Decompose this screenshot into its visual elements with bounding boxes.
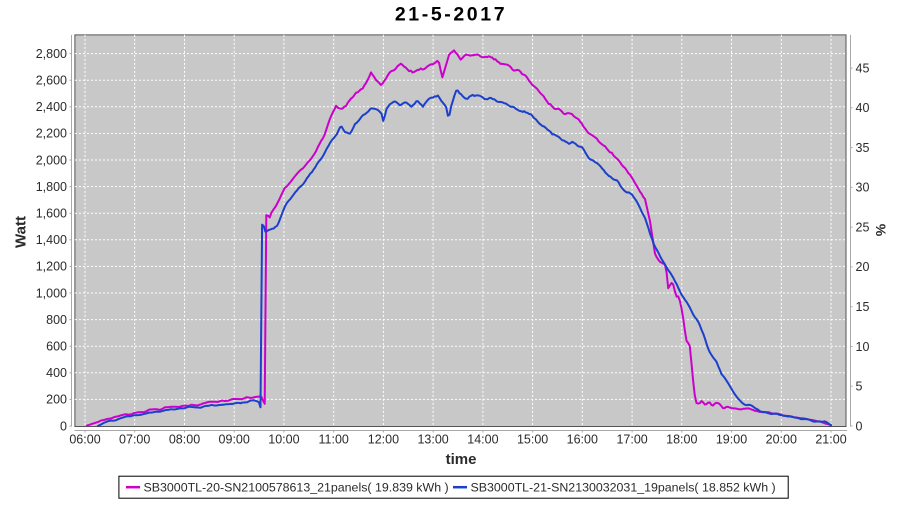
svg-text:SB3000TL-21-SN2130032031_19pan: SB3000TL-21-SN2130032031_19panels( 18.85… bbox=[471, 480, 776, 494]
svg-text:12:00: 12:00 bbox=[368, 433, 399, 447]
svg-text:time: time bbox=[446, 451, 477, 468]
svg-text:800: 800 bbox=[46, 313, 67, 327]
svg-text:20:00: 20:00 bbox=[766, 433, 797, 447]
svg-text:%: % bbox=[873, 223, 889, 236]
svg-text:16:00: 16:00 bbox=[567, 433, 598, 447]
svg-text:10: 10 bbox=[856, 340, 870, 354]
svg-text:5: 5 bbox=[856, 380, 863, 394]
svg-text:09:00: 09:00 bbox=[219, 433, 250, 447]
svg-text:15: 15 bbox=[856, 300, 870, 314]
svg-text:2,200: 2,200 bbox=[36, 127, 67, 141]
svg-text:Watt: Watt bbox=[12, 216, 29, 248]
svg-text:20: 20 bbox=[856, 260, 870, 274]
svg-text:400: 400 bbox=[46, 366, 67, 380]
svg-text:08:00: 08:00 bbox=[169, 433, 200, 447]
svg-text:2,600: 2,600 bbox=[36, 74, 67, 88]
svg-text:19:00: 19:00 bbox=[716, 433, 747, 447]
svg-text:13:00: 13:00 bbox=[417, 433, 448, 447]
svg-text:18:00: 18:00 bbox=[666, 433, 697, 447]
svg-text:2,400: 2,400 bbox=[36, 100, 67, 114]
svg-text:1,800: 1,800 bbox=[36, 180, 67, 194]
svg-text:0: 0 bbox=[856, 419, 863, 433]
svg-text:15:00: 15:00 bbox=[517, 433, 548, 447]
svg-text:0: 0 bbox=[60, 419, 67, 433]
svg-text:07:00: 07:00 bbox=[119, 433, 150, 447]
svg-text:600: 600 bbox=[46, 340, 67, 354]
svg-text:2,800: 2,800 bbox=[36, 47, 67, 61]
svg-text:SB3000TL-20-SN2100578613_21pan: SB3000TL-20-SN2100578613_21panels( 19.83… bbox=[144, 480, 449, 494]
svg-text:40: 40 bbox=[856, 101, 870, 115]
svg-text:21-5-2017: 21-5-2017 bbox=[395, 4, 507, 26]
svg-text:1,200: 1,200 bbox=[36, 260, 67, 274]
svg-text:1,600: 1,600 bbox=[36, 207, 67, 221]
svg-text:45: 45 bbox=[856, 61, 870, 75]
svg-text:25: 25 bbox=[856, 221, 870, 235]
svg-text:06:00: 06:00 bbox=[69, 433, 100, 447]
svg-text:1,000: 1,000 bbox=[36, 286, 67, 300]
svg-text:35: 35 bbox=[856, 141, 870, 155]
svg-text:21:00: 21:00 bbox=[815, 433, 846, 447]
svg-text:200: 200 bbox=[46, 393, 67, 407]
svg-text:11:00: 11:00 bbox=[319, 433, 349, 447]
svg-text:1,400: 1,400 bbox=[36, 233, 67, 247]
svg-text:2,000: 2,000 bbox=[36, 153, 67, 167]
svg-text:17:00: 17:00 bbox=[616, 433, 647, 447]
svg-text:14:00: 14:00 bbox=[467, 433, 498, 447]
svg-text:10:00: 10:00 bbox=[268, 433, 299, 447]
svg-text:30: 30 bbox=[856, 181, 870, 195]
